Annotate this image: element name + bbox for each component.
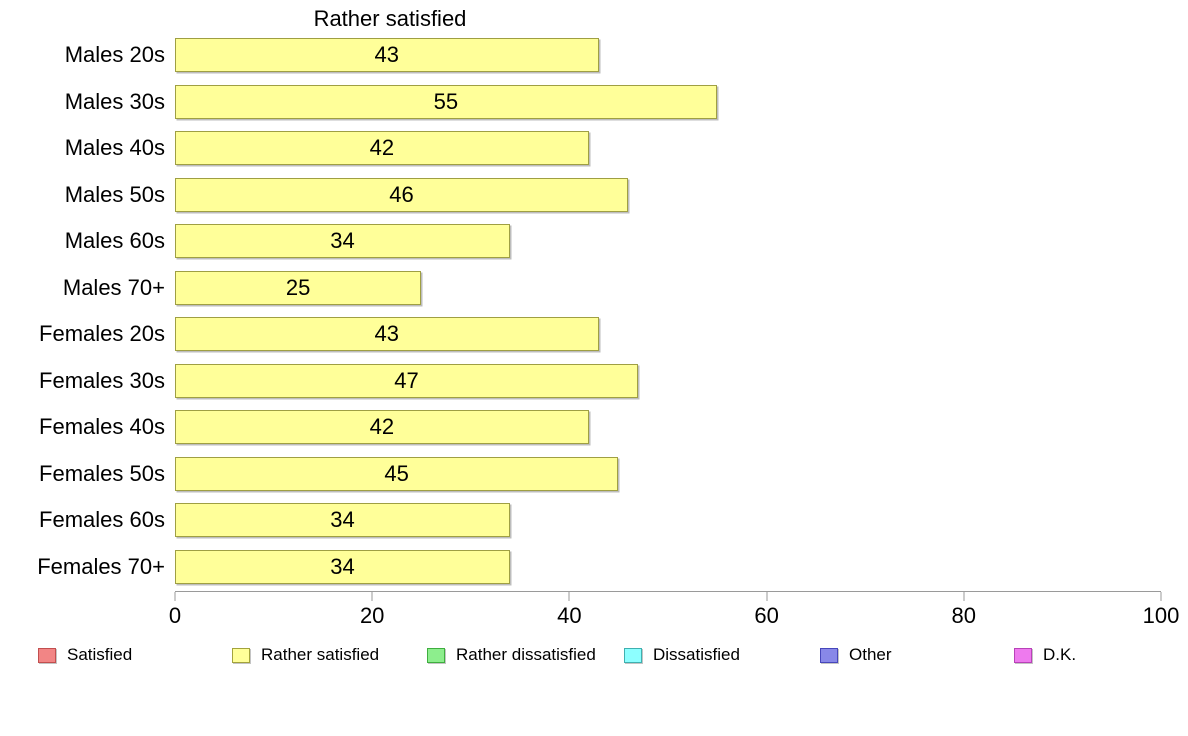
bar-row: Males 70+ 25	[0, 265, 1188, 312]
bar-row: Males 30s 55	[0, 79, 1188, 126]
chart-title: Rather satisfied	[313, 6, 467, 31]
x-axis-tick	[371, 592, 373, 601]
legend-item: Other	[820, 644, 892, 666]
bar: 43	[175, 317, 599, 352]
bar-value-label: 34	[330, 507, 355, 533]
x-axis-tick-label: 20	[359, 603, 385, 628]
x-axis-tick-label: 40	[557, 603, 582, 628]
plot-rows: Males 20s 43 Males 30s 55 Males 40s 42 M…	[0, 32, 1188, 590]
legend-label: D.K.	[1043, 645, 1077, 664]
bar-track: 55	[175, 84, 1160, 119]
x-axis-tick-label: 60	[754, 603, 779, 628]
bar-row: Males 40s 42	[0, 125, 1188, 172]
category-label: Females 70+	[37, 553, 165, 579]
legend-label: Satisfied	[67, 645, 133, 664]
bar-value-label: 42	[369, 414, 395, 440]
bar-value-label: 43	[374, 42, 400, 68]
x-axis: 0 20 40 60 80 100	[169, 591, 1179, 632]
bar-value-label: 46	[389, 181, 414, 207]
legend-swatch	[427, 647, 445, 663]
bar: 43	[175, 38, 599, 73]
legend-swatch	[624, 647, 642, 663]
x-axis-tick-label: 0	[168, 603, 182, 628]
bar-value-label: 25	[285, 274, 311, 300]
x-axis-tick-label: 100	[1142, 603, 1180, 628]
x-axis-tick	[174, 592, 176, 601]
bar: 34	[175, 503, 510, 538]
bar: 46	[175, 177, 629, 212]
category-label: Females 60s	[39, 507, 165, 533]
legend-item: Satisfied	[38, 644, 132, 666]
x-axis-tick	[1160, 592, 1162, 601]
bar-track: 34	[175, 549, 1160, 584]
category-label: Males 70+	[62, 274, 165, 300]
category-label: Males 30s	[64, 88, 165, 114]
bar: 42	[175, 131, 589, 166]
legend-label: Rather dissatisfied	[456, 645, 596, 664]
bar: 42	[175, 410, 589, 445]
bar-value-label: 43	[374, 321, 400, 347]
legend: Satisfied Rather satisfied Rather dissat…	[0, 644, 1188, 666]
category-label: Females 20s	[39, 321, 165, 347]
bar-value-label: 45	[384, 460, 409, 486]
legend-label: Other	[849, 645, 892, 664]
bar-row: Males 50s 46	[0, 172, 1188, 219]
bar-row: Females 50s 45	[0, 451, 1188, 498]
bar: 34	[175, 224, 510, 259]
bar-track: 47	[175, 363, 1160, 398]
legend-swatch	[820, 647, 838, 663]
category-label: Females 50s	[39, 460, 165, 486]
bar-row: Females 30s 47	[0, 358, 1188, 405]
bar: 55	[175, 84, 717, 119]
bar: 45	[175, 456, 619, 491]
bar-track: 25	[175, 270, 1160, 305]
bar-track: 46	[175, 177, 1160, 212]
legend-item: Rather satisfied	[232, 644, 379, 666]
bar-row: Females 20s 43	[0, 311, 1188, 358]
bar-track: 34	[175, 503, 1160, 538]
bar-row: Males 20s 43	[0, 32, 1188, 79]
legend-item: Dissatisfied	[624, 644, 740, 666]
bar-track: 42	[175, 131, 1160, 166]
bar: 25	[175, 270, 422, 305]
x-axis-tick	[963, 592, 965, 601]
bar-track: 43	[175, 317, 1160, 352]
bar-value-label: 34	[330, 553, 355, 579]
bar: 47	[175, 363, 638, 398]
bar-value-label: 42	[369, 135, 395, 161]
category-label: Males 40s	[64, 135, 165, 161]
bar-row: Females 40s 42	[0, 404, 1188, 451]
category-label: Females 40s	[39, 414, 165, 440]
bar-row: Females 70+ 34	[0, 544, 1188, 591]
legend-label: Dissatisfied	[653, 645, 740, 664]
legend-swatch	[1014, 647, 1032, 663]
bar-track: 34	[175, 224, 1160, 259]
bar: 34	[175, 549, 510, 584]
category-label: Males 50s	[64, 181, 165, 207]
legend-swatch	[38, 647, 56, 663]
bar-value-label: 55	[433, 88, 459, 114]
bar-track: 42	[175, 410, 1160, 445]
bar-track: 45	[175, 456, 1160, 491]
legend-item: D.K.	[1014, 644, 1076, 666]
bar-row: Females 60s 34	[0, 497, 1188, 544]
x-axis-tick-label: 80	[951, 603, 977, 628]
bar-value-label: 34	[330, 228, 355, 254]
x-axis-tick	[568, 592, 570, 601]
legend-swatch	[232, 647, 250, 663]
category-label: Females 30s	[39, 367, 165, 393]
bar-track: 43	[175, 38, 1160, 73]
bar-value-label: 47	[394, 367, 419, 393]
category-label: Males 60s	[64, 228, 165, 254]
legend-item: Rather dissatisfied	[427, 644, 596, 666]
category-label: Males 20s	[64, 42, 165, 68]
legend-label: Rather satisfied	[261, 645, 380, 664]
bar-row: Males 60s 34	[0, 218, 1188, 265]
x-axis-tick	[766, 592, 768, 601]
